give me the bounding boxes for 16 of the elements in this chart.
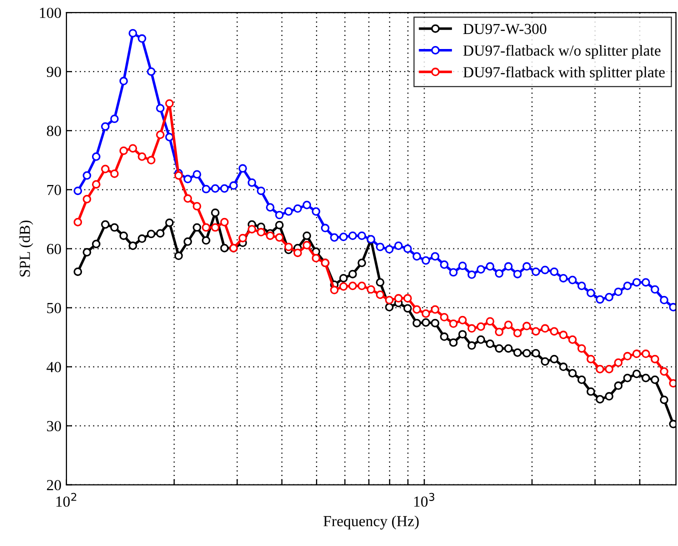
y-tick-label: 20 bbox=[46, 480, 61, 490]
x-tick-label: 10$^{3}$ bbox=[414, 492, 434, 507]
y-axis-title: SPL (dB) bbox=[19, 220, 34, 276]
y-tick-label: 80 bbox=[46, 126, 61, 136]
legend-label: DU97-flatback w/o splitter plate bbox=[463, 44, 660, 59]
y-tick-label: 70 bbox=[47, 184, 61, 196]
y-tick-label: 60 bbox=[46, 244, 61, 254]
x-tick-label: 10$^{2}$ bbox=[56, 492, 76, 507]
legend-label: DU97-flatback with splitter plate bbox=[463, 66, 665, 80]
y-tick-label: 100 bbox=[40, 8, 61, 18]
legend-label: DU97-W-300 bbox=[463, 24, 546, 34]
y-tick-label: 50 bbox=[47, 302, 61, 314]
y-tick-label: 30 bbox=[47, 420, 61, 432]
y-tick-label: 40 bbox=[46, 362, 61, 372]
y-tick-label: 90 bbox=[46, 66, 61, 78]
x-axis-title: Frequency (Hz) bbox=[324, 516, 419, 530]
